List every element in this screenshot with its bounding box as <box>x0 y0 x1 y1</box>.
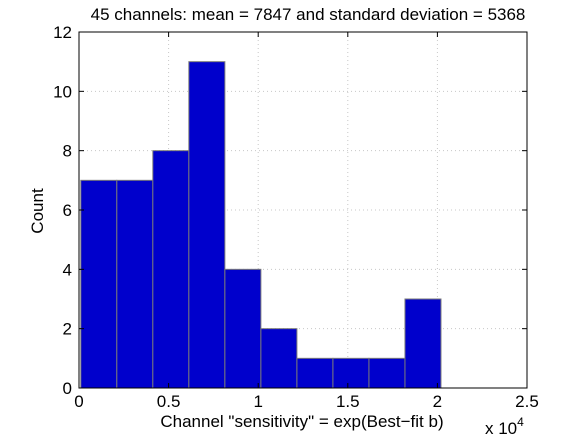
x-tick-label: 2 <box>433 392 442 411</box>
y-axis-label: Count <box>28 188 47 234</box>
histogram-bar <box>116 179 154 389</box>
histogram-bar <box>152 150 190 389</box>
y-tick-label: 2 <box>63 320 72 339</box>
histogram-bar <box>260 328 298 389</box>
y-tick-label: 12 <box>53 23 72 42</box>
y-tick-label: 10 <box>53 82 72 101</box>
histogram-bar <box>368 357 406 389</box>
x-tick-label: 2.5 <box>515 392 539 411</box>
histogram-bar <box>80 179 118 389</box>
bars <box>80 61 442 389</box>
histogram-bar <box>332 357 370 389</box>
y-tick-label: 8 <box>63 142 72 161</box>
y-tick-label: 6 <box>63 201 72 220</box>
y-tick-label: 0 <box>63 379 72 398</box>
y-tick-label: 4 <box>63 260 72 279</box>
x-tick-label: 1.5 <box>336 392 360 411</box>
x-axis-label: Channel "sensitivity" = exp(Best−fit b) <box>160 412 443 431</box>
histogram-bar <box>188 61 226 389</box>
histogram-bar <box>224 268 262 389</box>
x-axis-multiplier: x 104 <box>485 415 524 437</box>
histogram-bar <box>296 357 334 389</box>
chart-title: 45 channels: mean = 7847 and standard de… <box>91 5 526 24</box>
x-axis-multiplier-base: x 10 <box>485 419 517 437</box>
x-axis-multiplier-exponent: 4 <box>517 415 524 429</box>
ticks: 0 0.5 1 1.5 2 2.5 0 2 4 6 8 10 12 <box>53 23 539 411</box>
x-tick-label: 1 <box>253 392 262 411</box>
x-tick-label: 0 <box>74 392 83 411</box>
x-tick-label: 0.5 <box>157 392 181 411</box>
histogram-bar <box>404 298 442 389</box>
